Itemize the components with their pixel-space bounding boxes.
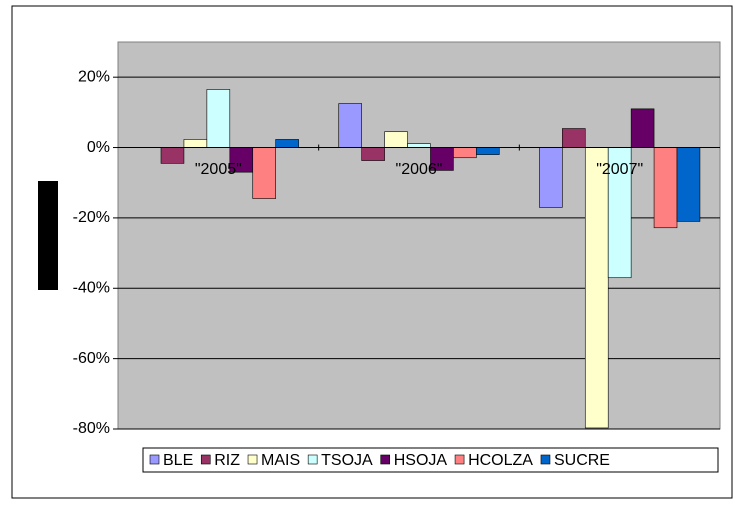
bar [252, 147, 276, 199]
bar [338, 103, 362, 148]
y-tick-label: -80% [73, 420, 110, 437]
legend-swatch [247, 454, 258, 465]
bar [206, 89, 231, 148]
legend-box [142, 447, 719, 473]
bar [653, 147, 678, 229]
legend-swatch [200, 454, 211, 465]
bar [160, 147, 185, 164]
legend-label: BLE [163, 452, 193, 469]
legend-swatch [454, 454, 465, 465]
bar [630, 108, 655, 148]
bar [539, 147, 563, 208]
y-tick-label: -40% [73, 279, 110, 296]
legend-label: HCOLZA [468, 452, 533, 469]
bar [407, 143, 431, 148]
bar [183, 139, 208, 148]
bar [476, 147, 500, 155]
legend-swatch [149, 454, 160, 465]
legend-label: TSOJA [321, 452, 373, 469]
axis-title-box [38, 181, 58, 290]
bar [584, 147, 609, 429]
legend-label: MAIS [261, 452, 300, 469]
bar [676, 147, 701, 222]
legend-label: SUCRE [554, 452, 610, 469]
y-tick-label: 20% [78, 68, 110, 85]
bar [361, 147, 385, 161]
y-tick-label: 0% [87, 139, 110, 156]
bar [562, 128, 586, 148]
legend-label: HSOJA [394, 452, 448, 469]
bar [453, 147, 477, 159]
legend-label: RIZ [214, 452, 240, 469]
bar [275, 139, 299, 148]
category-label: "2006" [396, 161, 443, 178]
legend-swatch [540, 454, 551, 465]
bar [384, 131, 408, 148]
legend-swatch [307, 454, 318, 465]
y-tick-label: -20% [73, 209, 110, 226]
y-tick-label: -60% [73, 350, 110, 367]
category-label: "2007" [596, 161, 643, 178]
legend-swatch [380, 454, 391, 465]
category-label: "2005" [195, 161, 242, 178]
